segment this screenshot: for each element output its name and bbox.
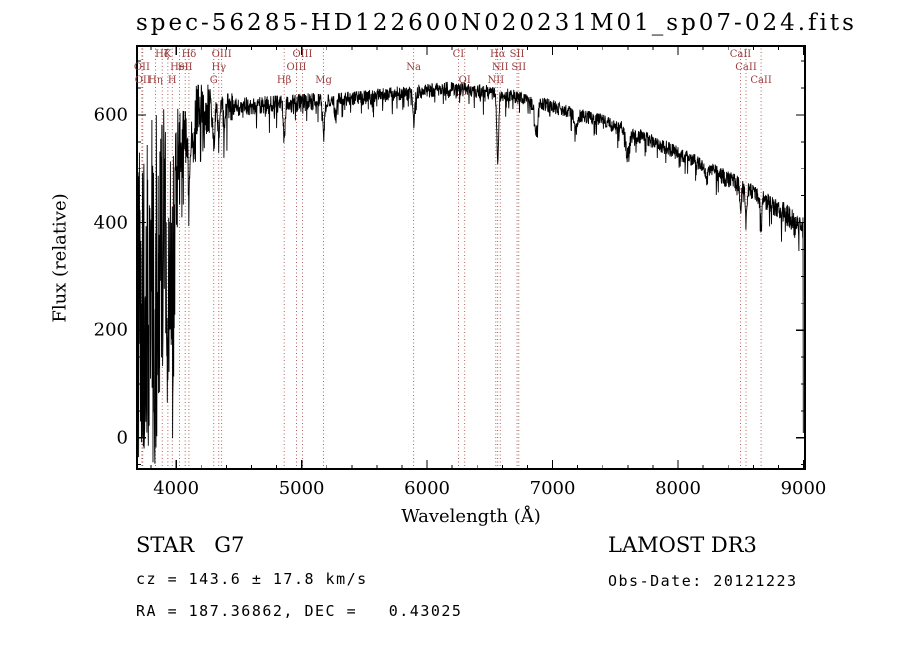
x-tick-label: 9000	[780, 478, 827, 499]
spectrum-chart	[136, 45, 806, 470]
y-tick-label: 400	[93, 212, 128, 234]
ra-dec-value: RA = 187.36862, DEC = 0.43025	[136, 602, 463, 620]
survey-label: LAMOST DR3	[608, 533, 757, 557]
x-tick-label: 5000	[278, 478, 325, 499]
y-tick-label: 0	[116, 427, 128, 449]
x-axis-title: Wavelength (Å)	[401, 506, 541, 527]
plot-title: spec-56285-HD122600N020231M01_sp07-024.f…	[136, 10, 857, 36]
plot-area	[136, 45, 806, 470]
cz-value: cz = 143.6 ± 17.8 km/s	[136, 570, 368, 588]
y-axis-title: Flux (relative)	[49, 193, 71, 323]
obs-date: Obs-Date: 20121223	[608, 572, 798, 590]
x-tick-label: 7000	[529, 478, 576, 499]
y-tick-label: 200	[93, 319, 128, 341]
object-class-label: STAR G7	[136, 533, 245, 557]
axes-box	[136, 45, 806, 470]
x-tick-label: 8000	[655, 478, 701, 499]
x-tick-label: 4000	[153, 478, 200, 499]
spectrum-trace	[137, 81, 805, 464]
x-tick-label: 6000	[404, 478, 450, 499]
y-tick-label: 600	[93, 104, 128, 126]
